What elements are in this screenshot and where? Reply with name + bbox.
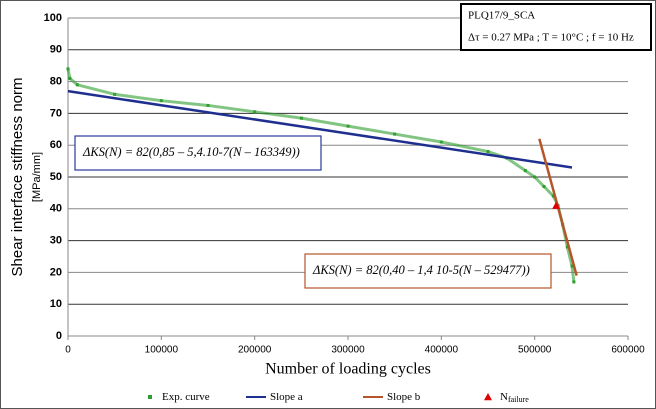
y-tick-label: 90: [50, 44, 62, 56]
exp-point: [570, 264, 574, 268]
x-axis-label: Number of loading cycles: [265, 361, 431, 378]
exp-point: [159, 99, 163, 103]
legend-name: N: [500, 391, 508, 403]
y-tick-label: 50: [50, 171, 62, 183]
exp-point: [486, 150, 490, 154]
exp-point: [572, 280, 576, 284]
equation: ΔKS(N) = 82(0,85 – 5,4.10-7(N – 163349)): [82, 145, 300, 159]
y-tick-label: 80: [50, 76, 62, 88]
equation-box: [74, 135, 322, 171]
legend-label: Slope b: [387, 391, 421, 403]
y-axis-label: Shear interface stiffness norm: [9, 78, 26, 277]
exp-point: [523, 169, 527, 173]
legend-name: Slope a: [270, 391, 303, 403]
exp-point: [299, 116, 303, 120]
legend-subscript: failure: [508, 395, 529, 404]
exp-point: [565, 245, 569, 249]
equation-box: [304, 253, 552, 289]
legend-swatch: [484, 393, 492, 401]
exp-point: [551, 194, 555, 198]
x-tick-label: 500000: [518, 345, 552, 356]
exp-point: [439, 140, 443, 144]
exp-point: [206, 103, 210, 107]
exp-point: [346, 124, 350, 128]
exp-point: [66, 67, 70, 71]
y-tick-label: 70: [50, 107, 62, 119]
x-tick-label: 300000: [331, 345, 365, 356]
y-tick-label: 10: [50, 298, 62, 310]
legend-label: Nfailure: [500, 391, 529, 404]
legend-name: Slope b: [387, 391, 421, 403]
x-tick-label: 100000: [145, 345, 179, 356]
y-tick-label: 40: [50, 203, 62, 215]
x-tick-label: 200000: [238, 345, 272, 356]
equation: ΔKS(N) = 82(0,40 – 1,4 10-5(N – 529477)): [312, 263, 530, 277]
x-tick-label: 600000: [611, 345, 645, 356]
plot: [66, 67, 578, 284]
legend-swatch: [148, 395, 152, 399]
exp-point: [113, 92, 117, 96]
y-tick-label: 100: [44, 12, 62, 24]
y-tick-label: 20: [50, 266, 62, 278]
info-line: Δτ = 0.27 MPa ; T = 10°C ; f = 10 Hz: [468, 32, 634, 44]
slope-line: [67, 89, 573, 169]
exp-point: [542, 185, 546, 189]
y-tick-label: 0: [56, 330, 62, 342]
legend-name: Exp. curve: [162, 391, 210, 403]
exp-point: [75, 83, 79, 87]
exp-point: [533, 175, 537, 179]
x-tick-label: 0: [65, 345, 71, 356]
legend-label: Exp. curve: [162, 391, 210, 403]
y-tick-label: 30: [50, 235, 62, 247]
legend-label: Slope a: [270, 391, 303, 403]
failure-marker: [552, 201, 561, 209]
exp-point: [393, 132, 397, 136]
y-axis-unit: [MPa/mm]: [31, 152, 43, 202]
exp-point: [68, 76, 72, 80]
x-tick-label: 400000: [425, 345, 459, 356]
y-tick-label: 60: [50, 139, 62, 151]
info-box: [460, 3, 652, 51]
info-line: PLQ17/9_SCA: [468, 10, 535, 22]
exp-point: [253, 110, 257, 114]
